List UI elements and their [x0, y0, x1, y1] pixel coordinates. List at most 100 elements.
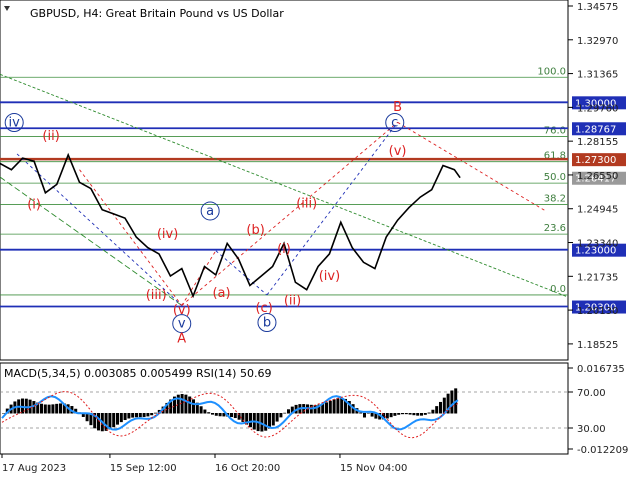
macd-bar: [218, 413, 222, 417]
macd-bar: [397, 413, 401, 415]
chart-title: GBPUSD, H4: Great Britain Pound vs US Do…: [30, 7, 284, 20]
wave-circle: [4, 113, 24, 133]
trend-line: [181, 121, 398, 306]
macd-bar: [89, 413, 93, 426]
macd-bar: [47, 404, 51, 414]
x-tick-label: 17 Aug 2023: [2, 463, 66, 474]
macd-bar: [32, 401, 36, 414]
macd-bar: [408, 413, 412, 415]
indicator-panel: [0, 362, 569, 455]
macd-bar: [188, 396, 192, 414]
macd-bar: [154, 412, 157, 414]
macd-bar: [119, 413, 123, 423]
macd-bar: [40, 403, 43, 414]
macd-bar: [412, 413, 416, 416]
y-tick-label: 1.23340: [577, 239, 618, 250]
macd-bar: [169, 399, 173, 414]
macd-bar: [442, 397, 446, 414]
price-level-label: 1.28767: [575, 124, 616, 135]
wave-label: (ii): [284, 293, 301, 308]
macd-bar: [2, 413, 5, 414]
y-tick-label: 1.21735: [577, 272, 618, 283]
wave-label: A: [177, 331, 186, 346]
macd-bar: [393, 413, 397, 416]
macd-bar: [211, 413, 214, 415]
wave-label: v: [178, 317, 186, 332]
macd-bar: [233, 413, 237, 419]
macd-bar: [142, 413, 146, 417]
macd-bar: [104, 413, 108, 431]
y-tick-label: 1.18525: [577, 340, 618, 351]
indicator-tick-label: 0.016735: [577, 364, 625, 375]
macd-bar: [127, 413, 131, 419]
macd-bar: [370, 413, 374, 417]
macd-bar: [230, 413, 233, 418]
macd-bar: [450, 390, 454, 414]
indicator-tick-label: 70.00: [577, 388, 606, 399]
macd-bar: [237, 413, 241, 420]
macd-bar: [85, 413, 89, 422]
wave-circle: [385, 113, 405, 133]
macd-bar: [435, 406, 439, 414]
macd-bar: [344, 398, 347, 414]
price-level-tag: [572, 171, 626, 185]
macd-bar: [290, 406, 294, 414]
macd-bar: [62, 403, 66, 414]
macd-bar: [336, 398, 340, 414]
macd-bar: [112, 413, 116, 428]
macd-bar: [404, 413, 408, 415]
wave-label: b: [263, 316, 271, 331]
wave-label: (iv): [319, 269, 340, 284]
wave-label: (iii): [296, 197, 317, 212]
macd-bar: [275, 413, 279, 422]
price-level-tag: [572, 153, 626, 167]
macd-bar: [249, 413, 252, 428]
macd-bar: [313, 404, 317, 414]
macd-bar: [271, 413, 275, 426]
macd-bar: [423, 413, 427, 415]
macd-signal-line: [1, 395, 459, 431]
x-tick-label: 16 Oct 20:00: [215, 463, 280, 474]
wave-label: (c): [255, 301, 272, 316]
trend-line: [79, 169, 183, 306]
macd-bar: [366, 412, 370, 414]
y-tick-label: 1.29760: [577, 103, 618, 114]
wave-circle: [172, 314, 192, 334]
trend-line: [0, 176, 183, 306]
trend-line: [181, 250, 217, 306]
macd-bar: [192, 399, 195, 414]
wave-label: (i): [277, 242, 291, 257]
macd-bar: [165, 402, 169, 414]
wave-circle: [257, 313, 277, 333]
price-level-label: 1.20300: [575, 303, 616, 314]
price-level-tag: [572, 300, 626, 314]
trend-line: [397, 121, 546, 212]
y-tick-label: 1.20130: [577, 306, 618, 317]
macd-bar: [416, 413, 420, 416]
wave-label: (ii): [42, 129, 59, 144]
macd-bar: [279, 413, 283, 418]
fib-level-label: 23.6: [544, 223, 566, 234]
wave-label: (i): [27, 198, 41, 213]
macd-bar: [203, 409, 207, 414]
indicator-title: MACD(5,34,5) 0.003085 0.005499 RSI(14) 5…: [4, 367, 271, 380]
macd-bar: [131, 413, 135, 418]
fib-level-label: 38.2: [544, 193, 566, 204]
macd-bar: [55, 403, 59, 414]
macd-bar: [264, 413, 268, 431]
indicator-tick-label: -0.012209: [577, 445, 628, 456]
trend-line: [16, 153, 183, 306]
macd-bar: [199, 406, 203, 414]
y-tick-label: 1.32970: [577, 36, 618, 47]
macd-bar: [116, 413, 119, 425]
wave-label: (v): [173, 303, 191, 318]
x-tick-label: 15 Sep 12:00: [110, 463, 177, 474]
fib-level-label: 50.0: [544, 172, 566, 183]
macd-bar: [214, 413, 218, 416]
macd-bar: [347, 401, 351, 414]
wave-label: (v): [389, 144, 407, 159]
wave-label: (iii): [146, 288, 167, 303]
price-level-tag: [572, 96, 626, 110]
